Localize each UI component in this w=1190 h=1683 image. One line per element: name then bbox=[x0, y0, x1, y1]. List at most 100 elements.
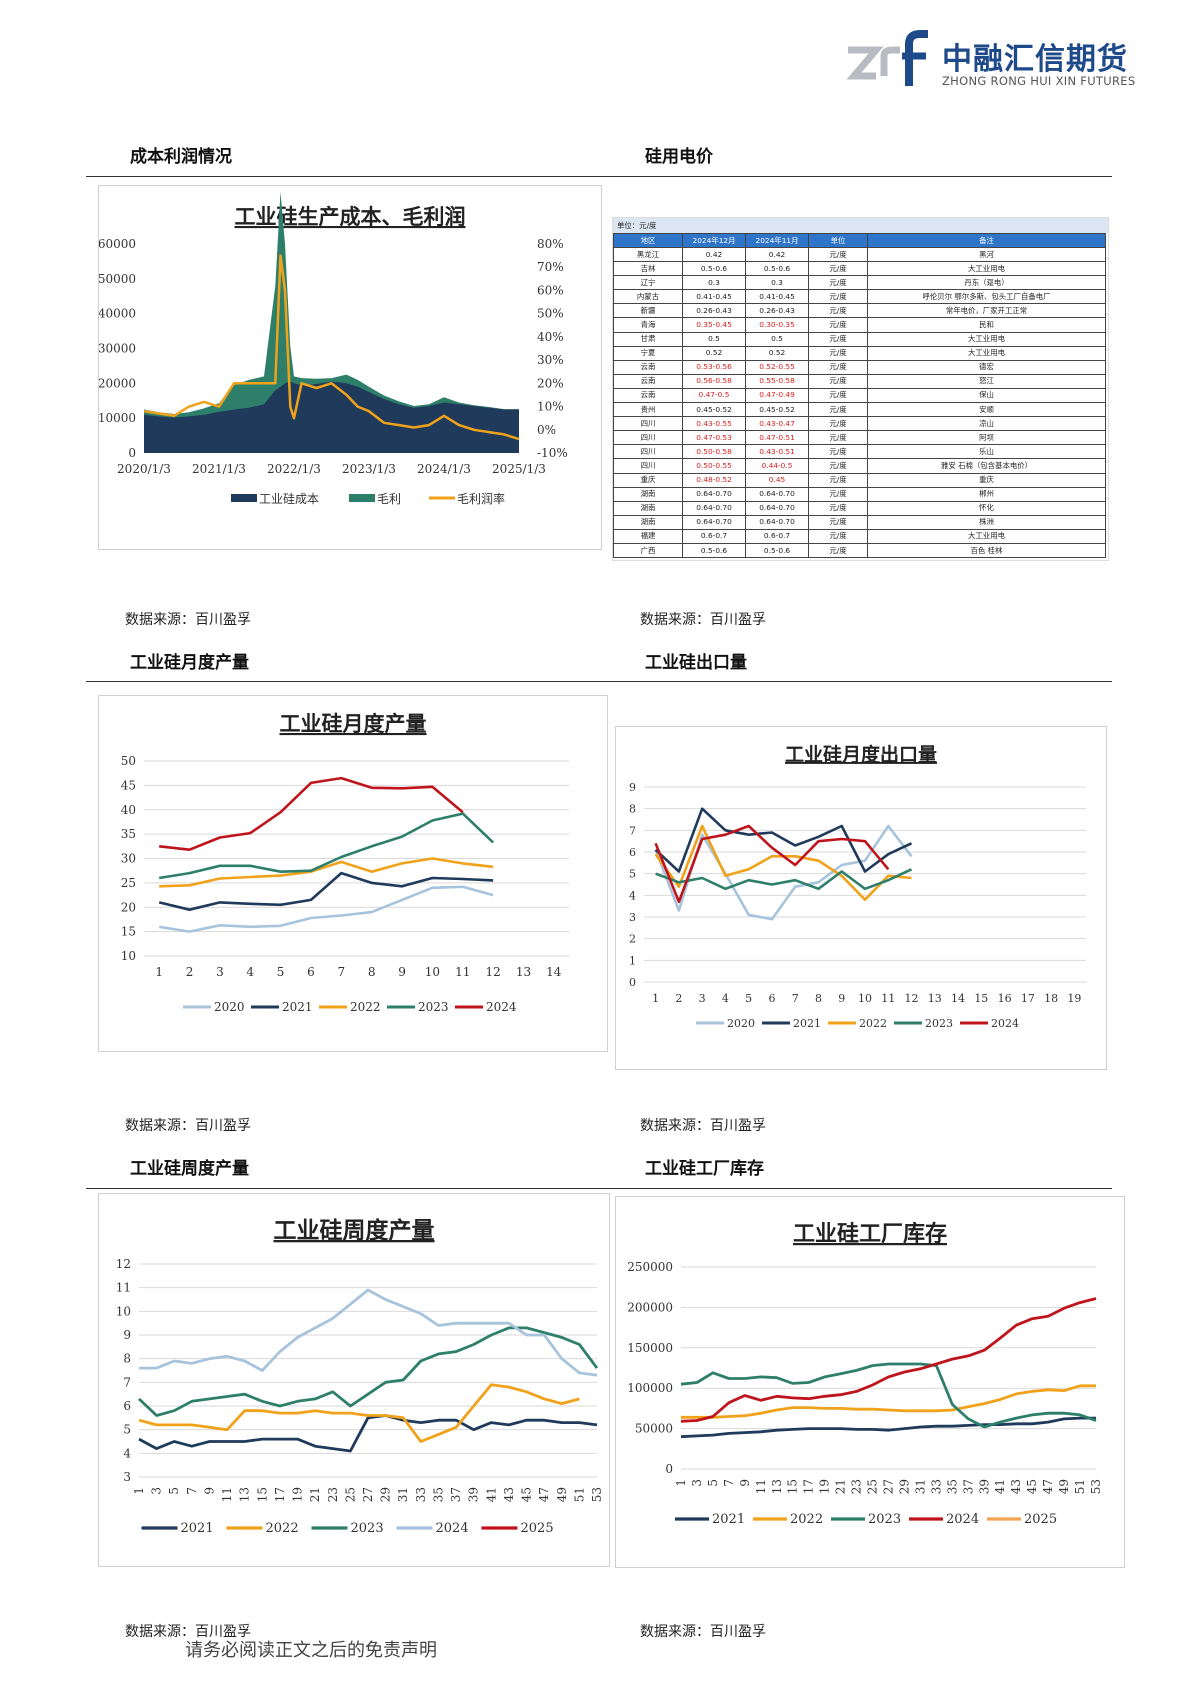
y-tick-label: 1 bbox=[629, 954, 636, 967]
section-title-cost-profit: 成本利润情况 bbox=[130, 147, 232, 167]
x-tick-label: 39 bbox=[467, 1487, 481, 1502]
table-cell-unit: 元/度 bbox=[808, 542, 868, 559]
x-tick-label: 51 bbox=[572, 1487, 586, 1502]
table-cell-note: 郴州 bbox=[867, 486, 1106, 502]
section-title-export: 工业硅出口量 bbox=[645, 653, 747, 673]
table-cell-region: 贵州 bbox=[613, 402, 683, 418]
y-tick-label: 6 bbox=[123, 1399, 131, 1413]
table-cell-dec: 0.41-0.45 bbox=[682, 289, 746, 305]
x-tick-label: 7 bbox=[722, 1479, 736, 1487]
table-cell-unit: 元/度 bbox=[808, 246, 868, 263]
table-cell-dec: 0.47-0.5 bbox=[682, 387, 746, 404]
legend-label: 2022 bbox=[790, 1512, 823, 1527]
table-cell-note: 凉山 bbox=[867, 416, 1106, 432]
chart-panel-cost-profit: 工业硅生产成本、毛利润 0 10000 20000 30000 40000 50000 600… bbox=[98, 185, 602, 550]
table-cell-note: 大工业用电 bbox=[867, 261, 1106, 277]
x-tick-label: 19 bbox=[818, 1479, 832, 1494]
table-cell-nov: 0.64-0.70 bbox=[745, 514, 809, 530]
table-row: 甘肃 0.5 0.5 元/度 大工业用电 bbox=[613, 331, 1106, 347]
table-cell-region: 辽宁 bbox=[613, 275, 683, 291]
table-cell-unit: 元/度 bbox=[808, 289, 868, 305]
table-cell-nov: 0.41-0.45 bbox=[745, 289, 809, 305]
x-tick-label: 47 bbox=[537, 1487, 551, 1502]
x-tick-label: 47 bbox=[1041, 1479, 1055, 1494]
x-tick-label: 41 bbox=[484, 1487, 498, 1502]
x-tick-label: 51 bbox=[1073, 1479, 1087, 1494]
x-tick-label: 25 bbox=[866, 1479, 880, 1494]
legend-label: 2023 bbox=[925, 1017, 953, 1030]
legend-label: 2022 bbox=[350, 1000, 381, 1014]
y-tick-label: 5 bbox=[123, 1423, 131, 1437]
section-title-monthly-output: 工业硅月度产量 bbox=[130, 653, 249, 673]
table-cell-note: 阿坝 bbox=[867, 430, 1106, 446]
y-tick-label: 9 bbox=[123, 1328, 131, 1342]
table-cell-nov: 0.45-0.52 bbox=[745, 402, 809, 418]
table-cell-note: 大工业用电 bbox=[867, 331, 1106, 347]
table-cell-region: 吉林 bbox=[613, 261, 683, 277]
x-tick-label: 6 bbox=[768, 992, 775, 1005]
legend-label: 2021 bbox=[181, 1521, 214, 1536]
y-tick-label: 200000 bbox=[627, 1300, 673, 1314]
section-title-weekly-output: 工业硅周度产量 bbox=[130, 1159, 249, 1179]
table-cell-dec: 0.5-0.6 bbox=[682, 261, 746, 277]
y-tick-label: 6 bbox=[629, 846, 636, 859]
x-tick-label: 2024/1/3 bbox=[417, 462, 471, 476]
x-tick-label: 9 bbox=[838, 992, 845, 1005]
y-tick-label: 12 bbox=[116, 1257, 131, 1271]
x-tick-label: 12 bbox=[905, 992, 919, 1005]
table-cell-note: 民和 bbox=[867, 317, 1106, 333]
table-cell-unit: 元/度 bbox=[808, 373, 868, 389]
x-tick-label: 10 bbox=[858, 992, 872, 1005]
table-cell-nov: 0.26-0.43 bbox=[745, 303, 809, 319]
table-cell-dec: 0.52 bbox=[682, 345, 746, 361]
table-cell-nov: 0.43-0.47 bbox=[745, 416, 809, 432]
table-cell-unit: 元/度 bbox=[808, 486, 868, 502]
table-cell-region: 福建 bbox=[613, 528, 683, 544]
table-cell-region: 云南 bbox=[613, 373, 683, 389]
y-tick-label: 250000 bbox=[627, 1260, 673, 1274]
series-line-2024 bbox=[680, 1297, 1097, 1423]
legend-label: 2023 bbox=[351, 1521, 384, 1536]
table-cell-note: 丹东（趸电） bbox=[867, 275, 1106, 291]
table-cell-dec: 0.35-0.45 bbox=[682, 317, 746, 333]
series-line-2021 bbox=[654, 807, 913, 873]
table-row: 云南 0.56-0.58 0.55-0.58 元/度 怒江 bbox=[613, 373, 1106, 389]
x-tick-label: 49 bbox=[555, 1487, 569, 1502]
x-tick-label: 1 bbox=[132, 1487, 146, 1495]
y-right-tick-label: 70% bbox=[537, 260, 564, 274]
table-header-cell: 单位 bbox=[808, 233, 868, 248]
table-cell-dec: 0.50-0.58 bbox=[682, 444, 746, 460]
table-cell-note: 大工业用电 bbox=[867, 528, 1106, 544]
table-cell-nov: 0.64-0.70 bbox=[745, 486, 809, 502]
y-left-tick-label: 0 bbox=[128, 446, 136, 460]
y-right-tick-label: 80% bbox=[537, 237, 564, 251]
table-cell-dec: 0.5 bbox=[682, 331, 746, 347]
legend-label: 2024 bbox=[946, 1512, 979, 1527]
table-cell-dec: 0.48-0.52 bbox=[682, 472, 746, 488]
table-cell-note: 怀化 bbox=[867, 500, 1106, 516]
legend-label: 2020 bbox=[214, 1000, 245, 1014]
section-divider bbox=[86, 1188, 1112, 1189]
x-tick-label: 19 bbox=[291, 1487, 305, 1502]
table-cell-region: 黑龙江 bbox=[613, 246, 683, 263]
table-cell-note: 保山 bbox=[867, 387, 1106, 404]
legend-swatch bbox=[349, 494, 375, 502]
y-right-tick-label: 20% bbox=[537, 376, 564, 390]
electricity-price-table: 地区 2024年12月 2024年11月 单位 备注 黑龙江 0.42 0.42 元/… bbox=[613, 233, 1106, 559]
series-line-2020 bbox=[158, 885, 494, 933]
y-tick-label: 150000 bbox=[627, 1341, 673, 1355]
y-tick-label: 3 bbox=[629, 911, 636, 924]
disclaimer-footer: 请务必阅读正文之后的免责声明 bbox=[185, 1640, 437, 1661]
table-cell-region: 宁夏 bbox=[613, 345, 683, 361]
legend-label: 2024 bbox=[991, 1017, 1019, 1030]
y-tick-label: 11 bbox=[116, 1281, 131, 1295]
x-tick-label: 2021/1/3 bbox=[192, 462, 246, 476]
table-cell-region: 青海 bbox=[613, 317, 683, 333]
legend-label: 2021 bbox=[793, 1017, 821, 1030]
y-right-tick-label: 60% bbox=[537, 283, 564, 297]
series-line-2022 bbox=[681, 1384, 1096, 1419]
x-tick-label: 1 bbox=[155, 965, 163, 979]
data-source-label: 数据来源：百川盈孚 bbox=[640, 1118, 766, 1134]
table-cell-note: 黑河 bbox=[867, 246, 1106, 263]
